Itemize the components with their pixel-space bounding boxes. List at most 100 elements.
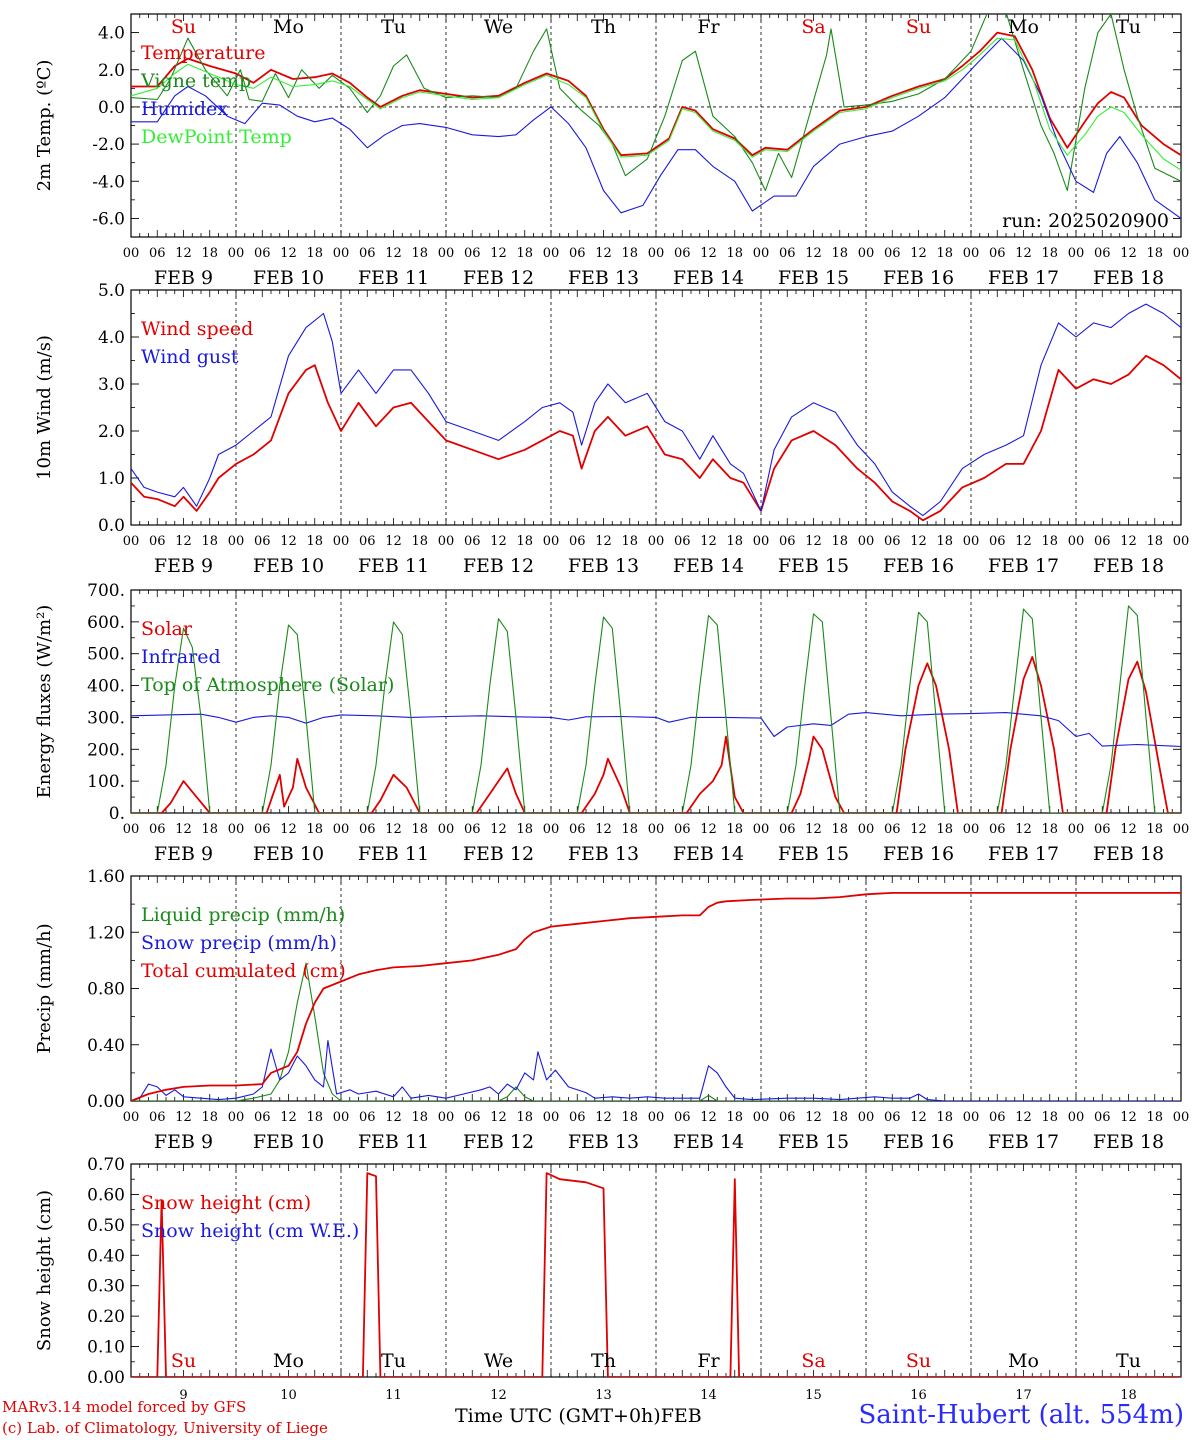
hour-tick-label: 00	[753, 246, 770, 261]
date-label: FEB 12	[463, 1131, 534, 1153]
date-label: FEB 12	[463, 267, 534, 289]
hour-tick-label: 06	[464, 1110, 481, 1125]
hour-tick-label: 18	[831, 534, 848, 549]
hour-tick-label: 00	[333, 246, 350, 261]
weekday-label: Su	[906, 1350, 931, 1372]
y-tick-label: 0.10	[87, 1338, 125, 1358]
legend-entry: Total cumulated (cm)	[141, 960, 346, 982]
hour-tick-label: 18	[1146, 1110, 1163, 1125]
series-line-vigne-temp	[131, 14, 1181, 192]
hour-tick-label: 00	[858, 1110, 875, 1125]
y-tick-label: 0.0	[98, 516, 125, 536]
y-tick-label: 4.0	[98, 328, 125, 348]
hour-tick-label: 00	[858, 246, 875, 261]
date-label: FEB 9	[154, 555, 213, 577]
date-label: FEB 13	[568, 1131, 639, 1153]
hour-tick-label: 06	[464, 534, 481, 549]
date-label: FEB 15	[778, 267, 849, 289]
hour-tick-label: 00	[648, 822, 665, 837]
series-group	[131, 303, 1181, 522]
date-label: FEB 16	[883, 1131, 954, 1153]
y-tick-label: 5.0	[98, 281, 125, 301]
hour-tick-label: 12	[805, 246, 822, 261]
day-number-label: 16	[910, 1388, 927, 1403]
series-line-infrared	[131, 712, 1181, 748]
date-label: FEB 14	[673, 555, 744, 577]
y-axis-label: 2m Temp. (ºC)	[34, 60, 55, 192]
hour-tick-label: 06	[254, 822, 271, 837]
hour-tick-label: 00	[228, 822, 245, 837]
hour-tick-label: 00	[123, 246, 140, 261]
hour-tick-label: 06	[569, 246, 586, 261]
hour-tick-label: 06	[779, 534, 796, 549]
series-line-snow-precip-mm-h-	[131, 1039, 1181, 1101]
hour-tick-label: 00	[228, 1110, 245, 1125]
hour-tick-label: 06	[254, 534, 271, 549]
hour-tick-label: 12	[385, 822, 402, 837]
date-label: FEB 17	[988, 843, 1059, 865]
hour-tick-label: 00	[333, 534, 350, 549]
weekday-label: Mo	[273, 1350, 304, 1372]
hour-tick-label: 00	[1068, 1110, 1085, 1125]
weekday-label: Sa	[801, 16, 825, 38]
date-label: FEB 18	[1093, 843, 1164, 865]
hour-tick-label: 18	[621, 822, 638, 837]
hour-tick-label: 18	[621, 246, 638, 261]
date-label: FEB 11	[358, 1131, 429, 1153]
hour-tick-label: 12	[385, 1110, 402, 1125]
hour-tick-label: 00	[648, 246, 665, 261]
hour-tick-label: 00	[1173, 534, 1190, 549]
hour-tick-label: 06	[674, 1110, 691, 1125]
x-axis-label: Time UTC (GMT+0h)FEB	[455, 1405, 702, 1427]
hour-tick-label: 18	[936, 1110, 953, 1125]
copyright-credit: (c) Lab. of Climatology, University of L…	[2, 1419, 328, 1437]
y-axis-label: 10m Wind (m/s)	[34, 335, 55, 480]
hour-tick-label: 00	[858, 534, 875, 549]
hour-tick-label: 00	[963, 534, 980, 549]
hour-tick-label: 18	[516, 1110, 533, 1125]
hour-tick-label: 00	[228, 534, 245, 549]
date-label: FEB 15	[778, 555, 849, 577]
weekday-label: Mo	[1008, 1350, 1039, 1372]
hour-tick-label: 00	[753, 822, 770, 837]
y-tick-label: 0.00	[87, 1368, 125, 1388]
date-label: FEB 18	[1093, 267, 1164, 289]
hour-tick-label: 12	[385, 534, 402, 549]
hour-tick-label: 12	[1120, 1110, 1137, 1125]
date-label: FEB 9	[154, 1131, 213, 1153]
hour-tick-label: 18	[1146, 534, 1163, 549]
hour-tick-label: 18	[1041, 1110, 1058, 1125]
hour-tick-label: 06	[884, 534, 901, 549]
hour-tick-label: 00	[1173, 1110, 1190, 1125]
hour-tick-label: 06	[149, 1110, 166, 1125]
series-line-temperature	[131, 31, 1181, 157]
series-group	[131, 14, 1181, 219]
hour-tick-label: 18	[1146, 822, 1163, 837]
day-number-label: 17	[1015, 1388, 1032, 1403]
hour-tick-label: 12	[1120, 822, 1137, 837]
hour-tick-label: 12	[175, 534, 192, 549]
hour-tick-label: 00	[543, 822, 560, 837]
hour-tick-label: 12	[175, 822, 192, 837]
date-label: FEB 11	[358, 555, 429, 577]
hour-tick-label: 18	[621, 534, 638, 549]
y-tick-label: 300.	[87, 708, 125, 728]
hour-tick-label: 06	[359, 246, 376, 261]
hour-tick-label: 00	[543, 246, 560, 261]
hour-tick-label: 06	[569, 1110, 586, 1125]
date-label: FEB 17	[988, 267, 1059, 289]
date-label: FEB 13	[568, 843, 639, 865]
date-label: FEB 14	[673, 267, 744, 289]
hour-tick-label: 18	[201, 246, 218, 261]
hour-tick-label: 18	[726, 534, 743, 549]
date-label: FEB 16	[883, 267, 954, 289]
weekday-label: Th	[591, 16, 616, 38]
station-name: Saint-Hubert (alt. 554m)	[858, 1400, 1184, 1430]
weekday-label: Su	[171, 16, 196, 38]
hour-tick-label: 12	[700, 534, 717, 549]
hour-tick-label: 00	[753, 534, 770, 549]
date-label: FEB 15	[778, 1131, 849, 1153]
hour-tick-label: 12	[595, 246, 612, 261]
hour-tick-label: 12	[805, 534, 822, 549]
